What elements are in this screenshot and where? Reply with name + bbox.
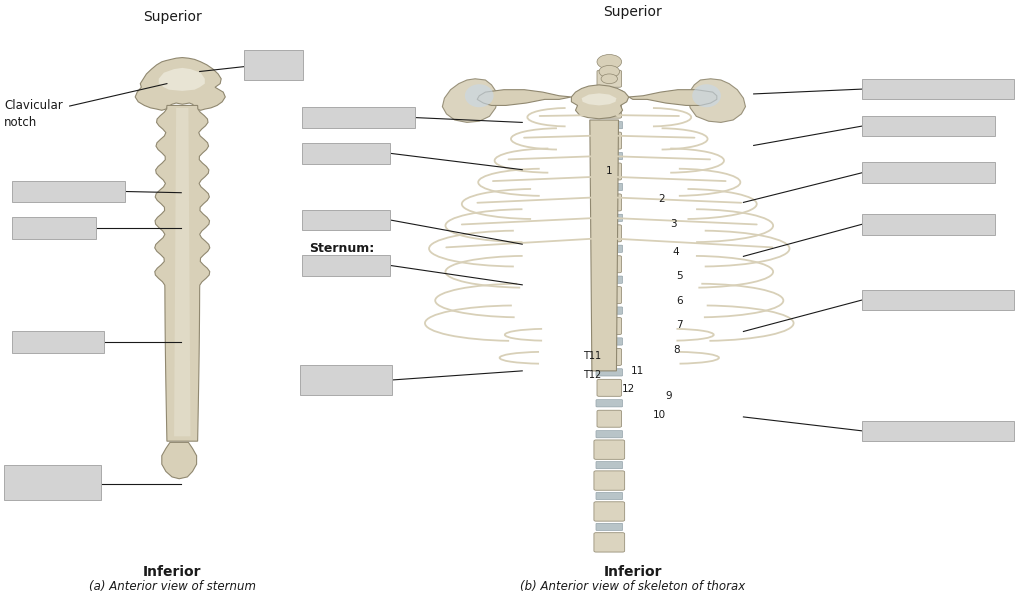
Polygon shape	[571, 85, 629, 119]
FancyBboxPatch shape	[596, 431, 623, 438]
FancyBboxPatch shape	[597, 225, 622, 242]
Ellipse shape	[465, 84, 494, 107]
Text: 8: 8	[673, 345, 679, 355]
Text: T11: T11	[583, 351, 601, 361]
Polygon shape	[442, 79, 498, 122]
FancyBboxPatch shape	[597, 379, 622, 396]
Text: (a) Anterior view of sternum: (a) Anterior view of sternum	[88, 580, 256, 593]
Polygon shape	[159, 68, 205, 91]
FancyBboxPatch shape	[12, 217, 96, 239]
Text: Sternum:: Sternum:	[309, 242, 375, 255]
Polygon shape	[582, 93, 616, 105]
Text: T12: T12	[583, 370, 601, 379]
FancyBboxPatch shape	[596, 121, 623, 129]
FancyBboxPatch shape	[594, 533, 625, 552]
FancyBboxPatch shape	[4, 465, 101, 500]
Text: 11: 11	[631, 366, 644, 376]
FancyBboxPatch shape	[596, 492, 623, 499]
Text: Inferior: Inferior	[142, 565, 202, 579]
Text: 1: 1	[606, 166, 612, 176]
Polygon shape	[135, 58, 225, 110]
FancyBboxPatch shape	[594, 471, 625, 490]
Text: 4: 4	[673, 247, 679, 257]
FancyBboxPatch shape	[862, 290, 1014, 310]
Text: Inferior: Inferior	[603, 565, 663, 579]
FancyBboxPatch shape	[596, 276, 623, 284]
Polygon shape	[688, 79, 745, 122]
FancyBboxPatch shape	[300, 365, 392, 395]
FancyBboxPatch shape	[594, 502, 625, 521]
FancyBboxPatch shape	[596, 462, 623, 469]
FancyBboxPatch shape	[597, 101, 622, 118]
Text: Superior: Superior	[142, 10, 202, 24]
FancyBboxPatch shape	[597, 132, 622, 149]
FancyBboxPatch shape	[302, 143, 390, 164]
Ellipse shape	[692, 84, 721, 107]
FancyBboxPatch shape	[597, 318, 622, 335]
Text: 2: 2	[658, 194, 665, 204]
FancyBboxPatch shape	[862, 214, 995, 235]
FancyBboxPatch shape	[596, 400, 623, 407]
Circle shape	[597, 55, 622, 69]
Text: 5: 5	[676, 271, 682, 281]
Text: 7: 7	[676, 320, 682, 330]
FancyBboxPatch shape	[862, 421, 1014, 441]
Polygon shape	[590, 120, 618, 371]
FancyBboxPatch shape	[597, 70, 622, 87]
FancyBboxPatch shape	[596, 245, 623, 253]
Text: 3: 3	[670, 219, 676, 229]
FancyBboxPatch shape	[12, 181, 125, 202]
FancyBboxPatch shape	[302, 107, 415, 128]
FancyBboxPatch shape	[596, 90, 623, 98]
FancyBboxPatch shape	[12, 331, 104, 353]
FancyBboxPatch shape	[596, 215, 623, 222]
FancyBboxPatch shape	[596, 368, 623, 376]
FancyBboxPatch shape	[302, 210, 390, 230]
Text: Clavicular
notch: Clavicular notch	[4, 99, 62, 129]
Text: 9: 9	[666, 391, 672, 401]
Text: 10: 10	[653, 410, 667, 419]
Polygon shape	[629, 90, 717, 105]
FancyBboxPatch shape	[862, 162, 995, 183]
FancyBboxPatch shape	[597, 287, 622, 304]
Text: 12: 12	[622, 384, 635, 394]
Polygon shape	[155, 105, 210, 441]
FancyBboxPatch shape	[597, 348, 622, 365]
FancyBboxPatch shape	[302, 255, 390, 276]
FancyBboxPatch shape	[597, 410, 622, 427]
FancyBboxPatch shape	[862, 79, 1014, 99]
FancyBboxPatch shape	[594, 440, 625, 459]
FancyBboxPatch shape	[596, 307, 623, 315]
FancyBboxPatch shape	[596, 183, 623, 190]
Text: (b) Anterior view of skeleton of thorax: (b) Anterior view of skeleton of thorax	[520, 580, 745, 593]
Polygon shape	[477, 90, 571, 105]
Polygon shape	[162, 442, 197, 479]
FancyBboxPatch shape	[596, 153, 623, 160]
FancyBboxPatch shape	[244, 50, 303, 80]
FancyBboxPatch shape	[597, 163, 622, 180]
Text: Superior: Superior	[603, 5, 663, 19]
FancyBboxPatch shape	[862, 116, 995, 136]
Circle shape	[601, 74, 617, 84]
FancyBboxPatch shape	[596, 524, 623, 531]
FancyBboxPatch shape	[597, 256, 622, 273]
FancyBboxPatch shape	[597, 194, 622, 211]
Text: 6: 6	[676, 296, 682, 305]
FancyBboxPatch shape	[596, 338, 623, 345]
Polygon shape	[174, 108, 190, 436]
Circle shape	[599, 65, 620, 78]
